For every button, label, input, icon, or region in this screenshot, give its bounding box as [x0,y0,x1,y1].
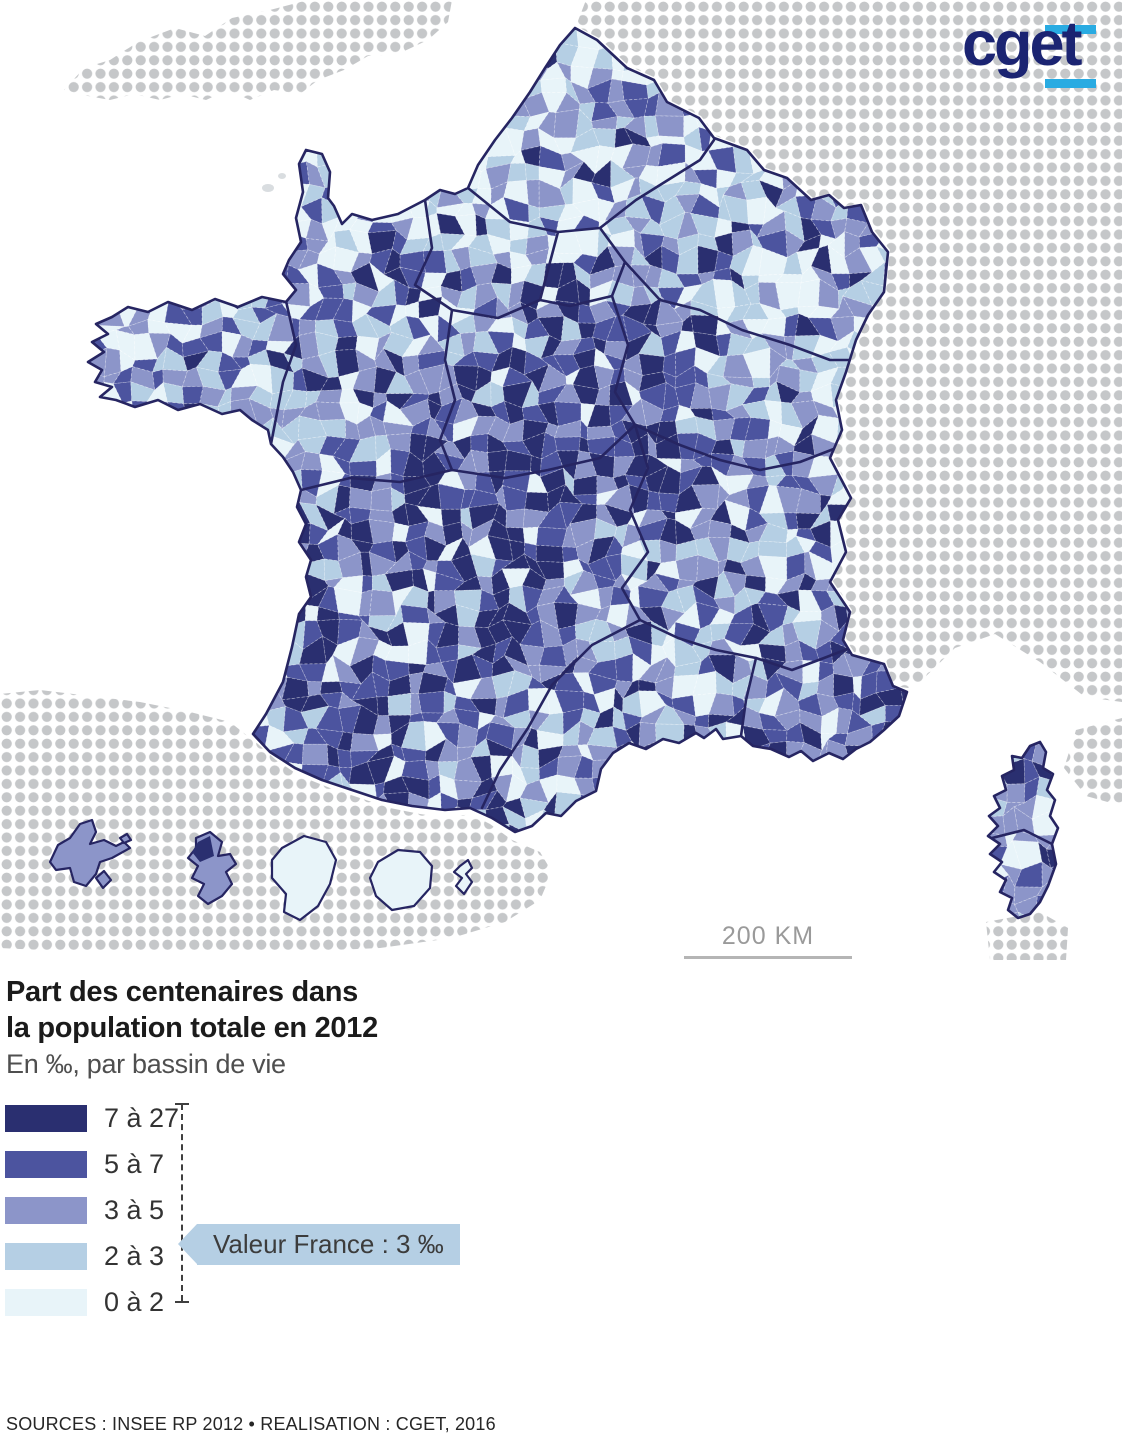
inset-martinique-dark-zone [192,836,214,862]
legend-row: 2 à 3 [5,1243,179,1270]
legend-label: 0 à 2 [104,1287,165,1317]
channel-islands-icon [262,184,274,192]
inset-reunion [368,848,434,912]
legend: 7 à 27 5 à 7 3 à 5 2 à 3 0 à 2 [5,1105,179,1335]
cget-logo: cget [962,13,1096,90]
logo-wordmark: cget [962,9,1083,79]
sardinia-landmass [986,912,1068,960]
map-title-line2: la population totale en 2012 [6,1012,378,1044]
inset-guadeloupe-islet [118,832,133,845]
france-value-callout: Valeur France : 3 ‰ [178,1224,460,1265]
legend-label: 7 à 27 [104,1103,180,1133]
legend-range-tick-bottom [175,1301,189,1303]
legend-swatch-3-5 [5,1197,87,1224]
legend-swatch-2-3 [5,1243,87,1270]
france-value-label: Valeur France : 3 ‰ [213,1229,444,1259]
title-block: Part des centenaires dans la population … [6,974,378,1080]
legend-row: 3 à 5 [5,1197,179,1224]
channel-islands-icon [278,173,286,179]
legend-swatch-0-2 [5,1289,87,1316]
inset-guadeloupe-islet [94,869,113,890]
england-landmass [64,0,452,100]
france-choropleth-map [0,0,1122,960]
europe-landmass [576,0,1122,702]
inset-mayotte [452,858,474,896]
map-title-line1: Part des centenaires dans [6,976,358,1008]
sources-line: SOURCES : INSEE RP 2012 • REALISATION : … [6,1414,496,1434]
scale-bar: 200 KM [684,922,852,959]
legend-swatch-5-7 [5,1151,87,1178]
legend-row: 7 à 27 [5,1105,179,1132]
map-subtitle: En ‰, par bassin de vie [6,1049,286,1079]
legend-range-dashed-line [181,1104,183,1301]
scale-line [684,956,852,959]
scale-label: 200 KM [721,922,815,950]
legend-label: 5 à 7 [104,1149,165,1179]
legend-swatch-7-27 [5,1105,87,1132]
legend-label: 2 à 3 [104,1241,165,1271]
legend-row: 5 à 7 [5,1151,179,1178]
legend-row: 0 à 2 [5,1289,179,1316]
logo-top-bar [1045,25,1096,34]
tuscany-landmass [1064,718,1122,806]
overseas-insets [48,818,474,922]
legend-label: 3 à 5 [104,1195,165,1225]
logo-bottom-bar [1045,79,1096,88]
legend-range-tick-top [175,1103,189,1105]
inset-guyane [270,834,338,922]
